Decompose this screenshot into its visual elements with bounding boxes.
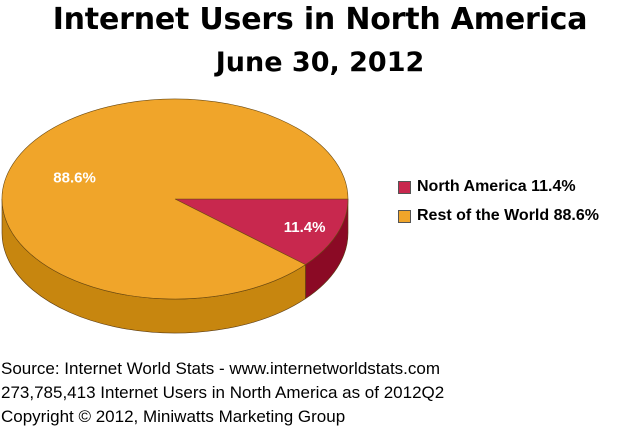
chart-legend: North America 11.4% Rest of the World 88… [398,176,599,234]
copyright-text: Copyright © 2012, Miniwatts Marketing Gr… [1,407,346,426]
data-label-north-america: 11.4% [284,219,326,236]
legend-label-north-america: North America 11.4% [417,178,576,195]
chart-footer: Source: Internet World Stats - www.inter… [1,357,444,429]
legend-item-north-america: North America 11.4% [398,176,599,198]
source-text: Source: Internet World Stats - www.inter… [1,359,441,378]
chart-subtitle: June 30, 2012 [215,47,425,78]
data-label-rest-of-world: 88.6% [53,169,96,186]
users-count-text: 273,785,413 Internet Users in North Amer… [1,383,445,402]
legend-item-rest-of-world: Rest of the World 88.6% [398,205,599,227]
legend-swatch-rest-of-world [398,209,411,223]
legend-label-rest-of-world: Rest of the World 88.6% [417,207,599,224]
pie-slice-north-america [174,198,349,266]
legend-swatch-north-america [398,180,411,194]
pie-slice-rest-of-world [1,98,349,300]
chart-title: Internet Users in North America [52,2,588,37]
